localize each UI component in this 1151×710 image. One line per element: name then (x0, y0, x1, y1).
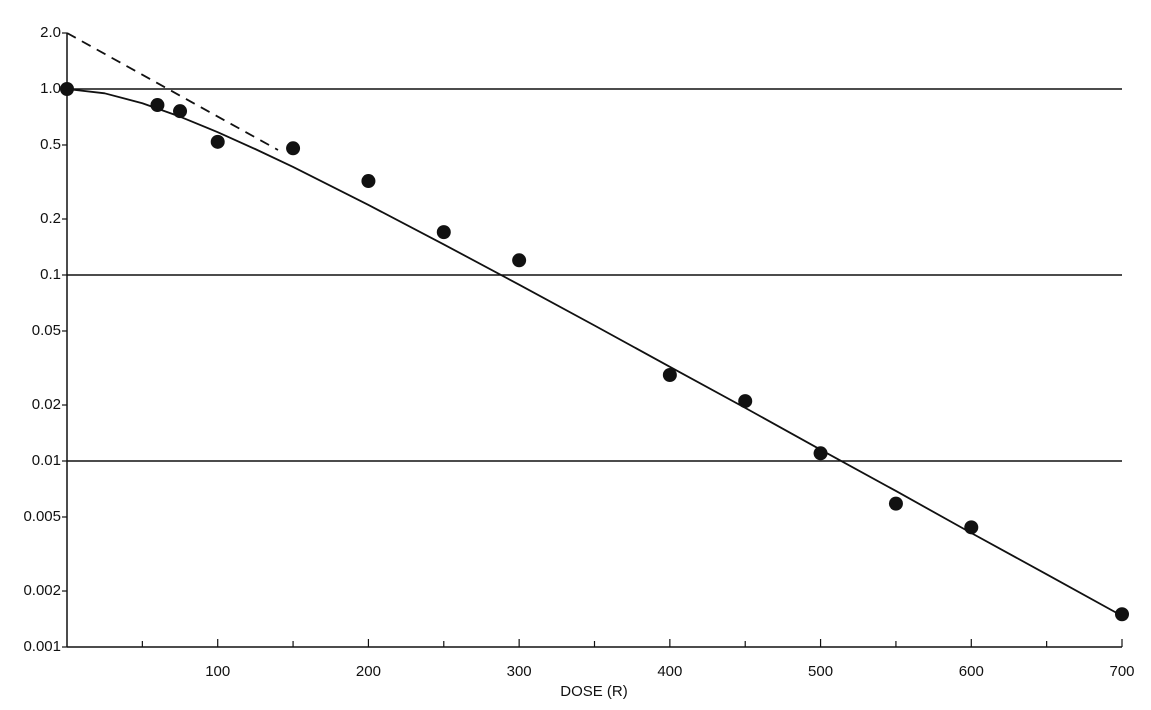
data-point (813, 446, 828, 461)
y-tick-label: 0.02 (32, 396, 61, 413)
x-tick-label: 700 (1109, 663, 1134, 680)
x-axis-label: DOSE (R) (560, 683, 628, 700)
y-tick-label: 0.002 (23, 582, 61, 599)
data-point (286, 141, 301, 156)
x-tick-label: 100 (205, 663, 230, 680)
y-tick-label: 2.0 (40, 24, 61, 41)
data-point (738, 394, 753, 409)
y-tick-label: 1.0 (40, 80, 61, 97)
y-tick-label: 0.005 (23, 508, 61, 525)
data-point (436, 225, 451, 240)
y-tick-label: 0.01 (32, 452, 61, 469)
data-point (662, 367, 677, 382)
x-tick-label: 500 (808, 663, 833, 680)
data-point (210, 134, 225, 149)
y-tick-label: 0.2 (40, 210, 61, 227)
x-tick-label: 300 (507, 663, 532, 680)
data-point (1115, 607, 1129, 622)
x-tick-label: 200 (356, 663, 381, 680)
data-point (150, 98, 165, 113)
fit-curve (66, 88, 1123, 617)
y-tick-label: 0.5 (40, 136, 61, 153)
y-tick-label: 0.001 (23, 638, 61, 655)
data-point (361, 174, 376, 189)
y-tick-label: 0.1 (40, 266, 61, 283)
data-point (512, 253, 527, 268)
y-tick-label: 0.05 (32, 322, 61, 339)
x-tick-label: 400 (657, 663, 682, 680)
x-tick-label: 600 (959, 663, 984, 680)
data-point (888, 496, 903, 511)
extrapolation-line (66, 32, 279, 151)
